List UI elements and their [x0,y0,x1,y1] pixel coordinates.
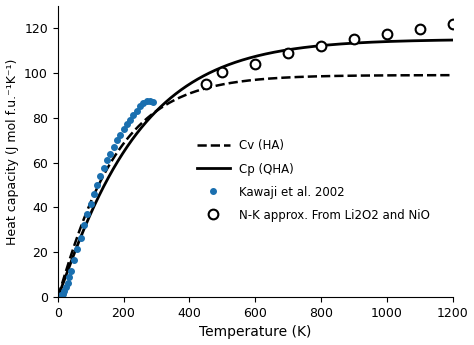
Kawaji et al. 2002 [84,212,90,216]
Cv (HA) [55,294,61,298]
Kawaji et al. 2002 [81,223,87,227]
Kawaji et al. 2002 [60,292,65,296]
Kawaji et al. 2002 [71,258,77,262]
Kawaji et al. 2002 [56,294,62,298]
Kawaji et al. 2002 [91,192,97,196]
Cp (QHA) [100,186,106,190]
Kawaji et al. 2002 [147,99,153,103]
Cv (HA) [224,82,229,86]
Kawaji et al. 2002 [68,269,74,274]
Kawaji et al. 2002 [150,100,156,104]
Cv (HA) [450,73,456,77]
Kawaji et al. 2002 [124,122,130,127]
Cv (HA) [442,73,447,77]
N-K approx. From Li2O2 and NiO [351,37,357,41]
Cv (HA) [124,138,129,142]
Kawaji et al. 2002 [104,158,110,162]
Line: N-K approx. From Li2O2 and NiO: N-K approx. From Li2O2 and NiO [201,19,457,89]
Line: Kawaji et al. 2002: Kawaji et al. 2002 [56,98,156,299]
Kawaji et al. 2002 [108,151,113,156]
Cv (HA) [400,73,405,77]
Kawaji et al. 2002 [140,101,146,105]
X-axis label: Temperature (K): Temperature (K) [199,325,311,339]
Kawaji et al. 2002 [137,105,143,109]
Kawaji et al. 2002 [88,202,93,206]
Cv (HA) [100,174,106,178]
N-K approx. From Li2O2 and NiO [450,21,456,26]
Kawaji et al. 2002 [62,289,67,293]
Kawaji et al. 2002 [114,138,120,142]
N-K approx. From Li2O2 and NiO [384,31,390,36]
Kawaji et al. 2002 [78,236,83,240]
Line: Cv (HA): Cv (HA) [58,75,453,296]
Kawaji et al. 2002 [66,275,72,279]
Kawaji et al. 2002 [65,280,71,285]
Kawaji et al. 2002 [98,174,103,178]
Kawaji et al. 2002 [118,132,123,137]
Cp (QHA) [442,38,447,42]
N-K approx. From Li2O2 and NiO [219,70,225,74]
Cp (QHA) [450,38,456,42]
N-K approx. From Li2O2 and NiO [417,27,422,31]
Legend: Cv (HA), Cp (QHA), Kawaji et al. 2002, N-K approx. From Li2O2 and NiO: Cv (HA), Cp (QHA), Kawaji et al. 2002, N… [192,135,435,226]
N-K approx. From Li2O2 and NiO [252,62,258,66]
Kawaji et al. 2002 [134,109,139,113]
Kawaji et al. 2002 [144,99,149,103]
N-K approx. From Li2O2 and NiO [285,51,291,55]
Kawaji et al. 2002 [74,247,80,251]
Cp (QHA) [55,294,61,298]
Cv (HA) [207,85,212,89]
N-K approx. From Li2O2 and NiO [203,82,209,86]
Line: Cp (QHA): Cp (QHA) [58,40,453,296]
Cp (QHA) [400,39,405,43]
Cp (QHA) [207,71,212,75]
Kawaji et al. 2002 [121,127,127,131]
Kawaji et al. 2002 [130,114,136,118]
Cp (QHA) [224,63,229,68]
Kawaji et al. 2002 [127,118,133,122]
Kawaji et al. 2002 [63,285,69,289]
Kawaji et al. 2002 [58,293,64,297]
N-K approx. From Li2O2 and NiO [318,44,324,48]
Y-axis label: Heat capacity (J mol f.u.⁻¹K⁻¹): Heat capacity (J mol f.u.⁻¹K⁻¹) [6,58,18,245]
Kawaji et al. 2002 [101,166,107,170]
Kawaji et al. 2002 [94,183,100,187]
Kawaji et al. 2002 [111,145,117,149]
Cp (QHA) [124,146,129,150]
